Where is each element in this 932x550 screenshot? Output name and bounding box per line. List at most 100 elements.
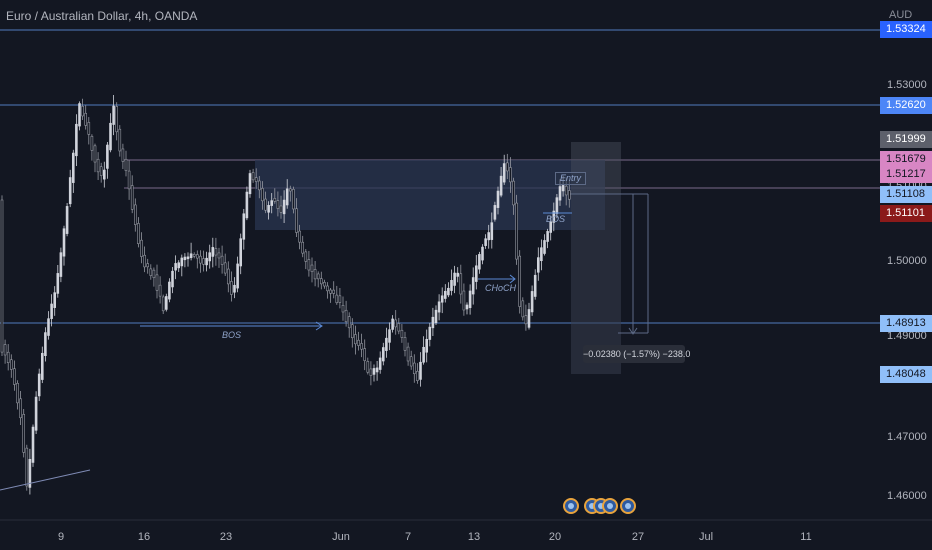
candle-body — [84, 112, 87, 126]
candle-body — [428, 326, 432, 340]
time-tick-label: 20 — [549, 531, 561, 543]
event-icon[interactable] — [563, 498, 579, 514]
stop-zone[interactable] — [571, 142, 621, 194]
event-icon[interactable] — [620, 498, 636, 514]
time-tick-label: 13 — [468, 531, 480, 543]
measure-bracket[interactable] — [570, 193, 649, 335]
candle-body — [512, 180, 515, 206]
candle-body — [558, 186, 562, 201]
candle-body — [165, 296, 168, 310]
candle-body — [282, 199, 286, 215]
candle-body — [493, 205, 497, 220]
candle-body — [143, 254, 146, 268]
price-badge: 1.48048 — [880, 366, 932, 383]
candle-body — [471, 277, 475, 295]
candle-body — [118, 128, 122, 152]
candle-body — [78, 103, 81, 127]
candle-body — [211, 247, 215, 257]
entry-label[interactable]: Entry — [555, 172, 587, 185]
candle-body — [456, 272, 460, 277]
time-axis-panel[interactable] — [0, 520, 880, 550]
candle-body — [453, 272, 456, 286]
time-tick-label: Jun — [332, 531, 350, 543]
candle-body — [152, 269, 156, 278]
candle-body — [261, 188, 264, 202]
candle-body — [400, 329, 404, 338]
candle-body — [276, 200, 280, 209]
candle-body — [326, 285, 329, 292]
candle-body — [431, 316, 435, 329]
candle-body — [385, 337, 388, 351]
candle-body — [447, 287, 450, 296]
candle-body — [192, 253, 196, 257]
candle-body — [161, 296, 165, 312]
price-badge: 1.53324 — [880, 21, 932, 38]
candle-body — [468, 290, 472, 308]
candle-body — [533, 274, 537, 297]
candle-body — [16, 383, 19, 404]
candle-body — [505, 162, 509, 172]
price-badge: 1.52620 — [880, 97, 932, 114]
candle-body — [543, 240, 546, 254]
candle-body — [65, 206, 69, 234]
candle-body — [527, 309, 531, 328]
candle-body — [72, 152, 75, 183]
candle-body — [487, 232, 491, 241]
candle-body — [564, 185, 568, 196]
candle-body — [406, 346, 410, 362]
candle-body — [6, 351, 10, 363]
choch-label: CHoCH — [485, 283, 517, 293]
price-axis-panel[interactable] — [880, 0, 932, 520]
candle-body — [227, 268, 230, 285]
price-badge: 1.51999 — [880, 131, 932, 148]
candle-body — [273, 198, 277, 202]
short-position-tool[interactable] — [571, 142, 633, 374]
candle-body — [310, 264, 314, 272]
candle-body — [481, 246, 484, 261]
time-tick-label: Jul — [699, 531, 713, 543]
time-tick-label: 27 — [632, 531, 644, 543]
candle-body — [443, 290, 447, 299]
candle-body — [177, 262, 180, 269]
candle-body — [357, 339, 360, 346]
candle-body — [304, 251, 308, 262]
trend-line[interactable] — [0, 469, 91, 491]
candle-body — [90, 135, 94, 151]
currency-label: AUD — [889, 9, 913, 21]
candle-body — [369, 368, 373, 376]
candle-body — [381, 347, 385, 362]
candle-body — [307, 259, 311, 271]
time-tick-label: 16 — [138, 531, 150, 543]
candle-body — [251, 172, 255, 181]
candle-body — [205, 257, 208, 266]
candle-body — [208, 252, 211, 262]
candle-body — [47, 318, 50, 336]
candle-body — [515, 202, 518, 260]
bos-label-1: BOS — [222, 330, 242, 340]
event-icon[interactable] — [602, 498, 618, 514]
candle-body — [285, 188, 289, 206]
candle-body — [422, 346, 425, 363]
candle-body — [254, 177, 258, 182]
candle-body — [484, 238, 487, 246]
supply-zone[interactable] — [255, 160, 605, 230]
candle-body — [93, 145, 97, 163]
candle-body — [567, 190, 571, 200]
candle-body — [99, 166, 103, 176]
target-zone[interactable] — [571, 194, 621, 374]
candle-body — [354, 334, 357, 345]
candle-body — [295, 208, 298, 233]
candle-body — [363, 348, 367, 361]
candle-body — [409, 356, 413, 367]
candle-body — [437, 301, 441, 313]
candle-body — [87, 122, 91, 135]
candle-body — [56, 273, 60, 294]
candle-body — [329, 289, 332, 294]
price-badge: 1.51217 — [880, 166, 932, 183]
candle-body — [499, 175, 503, 196]
candle-body — [344, 309, 348, 323]
candle-body — [323, 282, 326, 287]
candle-body — [242, 213, 246, 240]
